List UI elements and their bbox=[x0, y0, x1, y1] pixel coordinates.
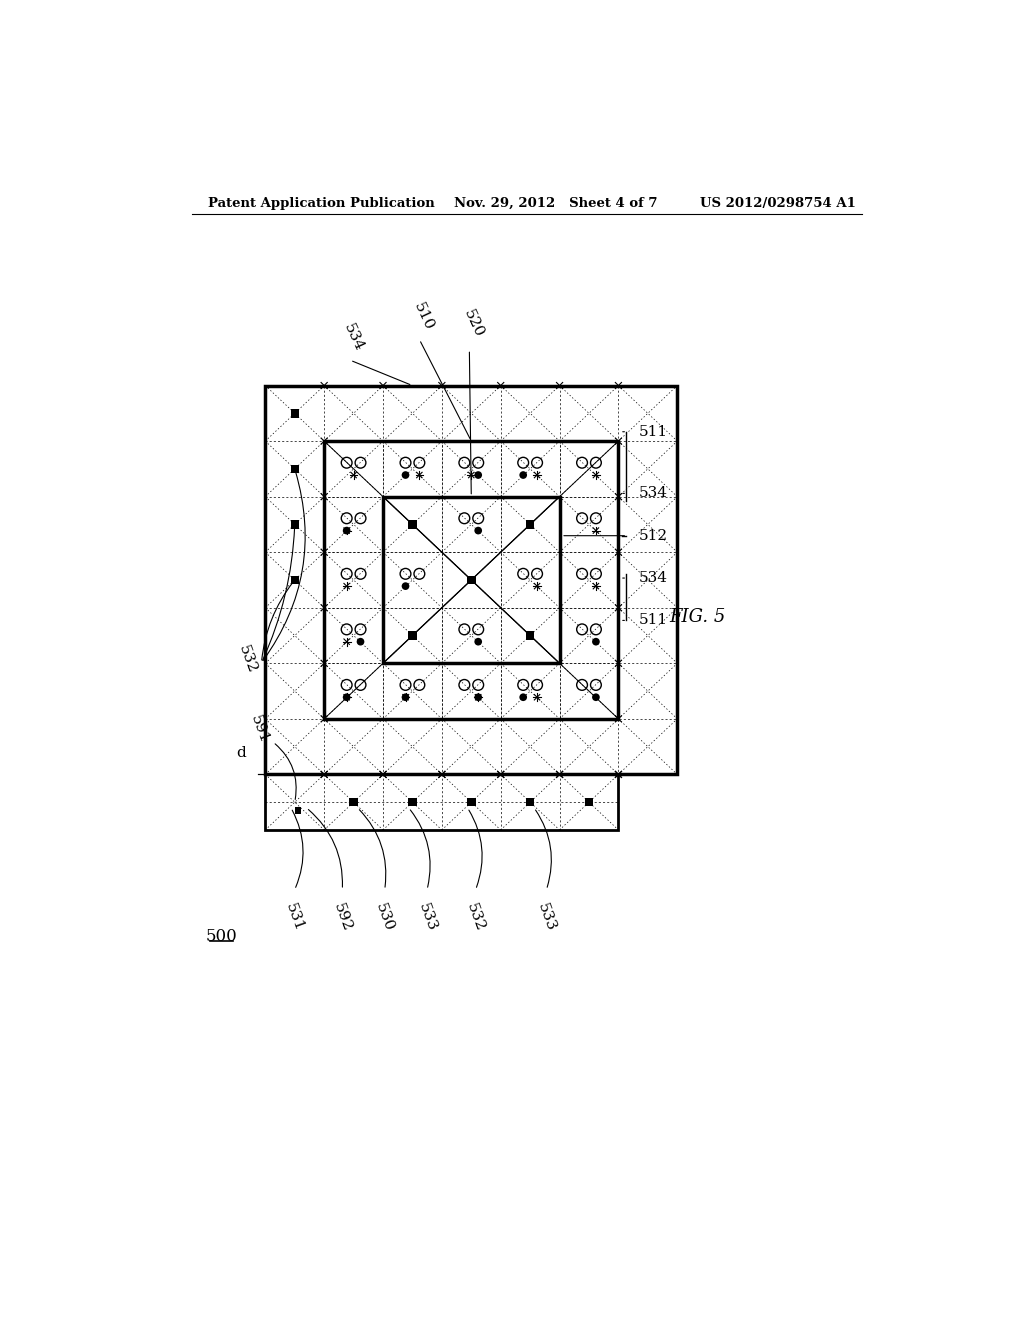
Circle shape bbox=[401, 471, 410, 479]
Bar bbox=[526, 631, 535, 640]
Circle shape bbox=[356, 638, 365, 645]
Text: 510: 510 bbox=[411, 300, 435, 333]
Text: FIG. 5: FIG. 5 bbox=[670, 607, 726, 626]
Circle shape bbox=[401, 693, 410, 701]
Bar bbox=[467, 797, 475, 807]
Text: 534: 534 bbox=[639, 486, 668, 500]
Text: 532: 532 bbox=[237, 643, 259, 675]
Bar bbox=[349, 797, 357, 807]
Text: 531: 531 bbox=[283, 900, 306, 933]
Bar bbox=[295, 808, 301, 813]
Bar bbox=[585, 797, 593, 807]
Text: 533: 533 bbox=[416, 900, 438, 933]
Bar bbox=[291, 520, 299, 529]
Text: d: d bbox=[236, 746, 246, 760]
Text: 512: 512 bbox=[639, 529, 668, 543]
Bar bbox=[383, 496, 559, 664]
Text: 592: 592 bbox=[331, 900, 354, 933]
Bar bbox=[325, 441, 618, 719]
Circle shape bbox=[401, 582, 410, 590]
Text: 511: 511 bbox=[639, 425, 668, 438]
Bar bbox=[291, 409, 299, 417]
Bar bbox=[526, 520, 535, 529]
Bar bbox=[265, 775, 618, 830]
Text: US 2012/0298754 A1: US 2012/0298754 A1 bbox=[700, 197, 856, 210]
Text: 520: 520 bbox=[461, 308, 485, 341]
Circle shape bbox=[474, 693, 482, 701]
Bar bbox=[409, 797, 417, 807]
Circle shape bbox=[343, 527, 350, 535]
Bar bbox=[467, 576, 475, 585]
Bar bbox=[409, 520, 417, 529]
Bar bbox=[526, 797, 535, 807]
Bar bbox=[291, 465, 299, 473]
Circle shape bbox=[592, 638, 600, 645]
Bar bbox=[291, 576, 299, 585]
Circle shape bbox=[519, 471, 527, 479]
Circle shape bbox=[474, 471, 482, 479]
Text: 591: 591 bbox=[249, 714, 271, 746]
Circle shape bbox=[343, 693, 350, 701]
Text: 534: 534 bbox=[341, 321, 367, 354]
Text: 530: 530 bbox=[373, 900, 396, 933]
Bar bbox=[409, 631, 417, 640]
Text: 511: 511 bbox=[639, 614, 668, 627]
Bar bbox=[265, 385, 677, 775]
Circle shape bbox=[592, 693, 600, 701]
Circle shape bbox=[474, 527, 482, 535]
Text: 532: 532 bbox=[464, 900, 487, 933]
Text: 500: 500 bbox=[206, 928, 238, 945]
Text: 534: 534 bbox=[639, 572, 668, 585]
Text: Patent Application Publication: Patent Application Publication bbox=[208, 197, 434, 210]
Text: Nov. 29, 2012   Sheet 4 of 7: Nov. 29, 2012 Sheet 4 of 7 bbox=[454, 197, 657, 210]
Text: 533: 533 bbox=[535, 900, 558, 933]
Circle shape bbox=[519, 693, 527, 701]
Circle shape bbox=[474, 638, 482, 645]
